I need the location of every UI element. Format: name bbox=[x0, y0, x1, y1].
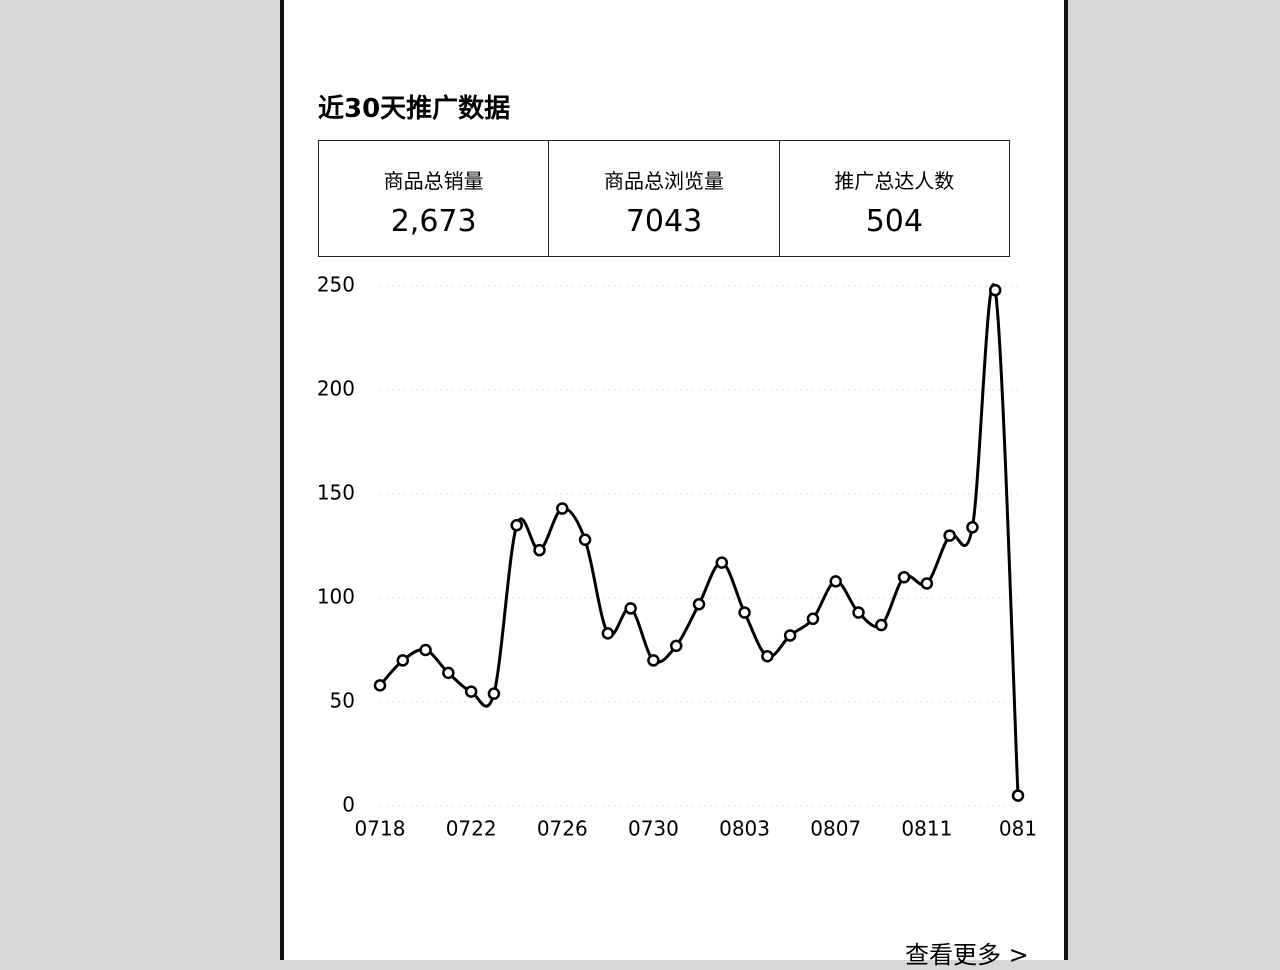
x-tick-label: 0718 bbox=[355, 817, 406, 841]
x-tick-label: 0807 bbox=[810, 817, 861, 841]
point bbox=[692, 597, 706, 611]
stats-panel: 商品总销量 2,673 商品总浏览量 7043 推广总达人数 504 bbox=[318, 140, 1010, 257]
stat-value: 2,673 bbox=[390, 204, 477, 239]
point bbox=[487, 687, 501, 700]
point bbox=[442, 666, 455, 680]
stat: 商品总浏览量 7043 bbox=[549, 141, 780, 256]
point bbox=[875, 618, 888, 632]
y-tick-label: 150 bbox=[317, 481, 355, 505]
point bbox=[1011, 789, 1025, 802]
stat: 推广总达人数 504 bbox=[780, 141, 1009, 256]
point bbox=[669, 639, 683, 653]
x-tick-label: 0730 bbox=[628, 817, 679, 841]
x-tick-label: 0811 bbox=[901, 817, 952, 841]
stat-value: 504 bbox=[865, 204, 923, 239]
section-title: 近30天推广数据 bbox=[318, 94, 511, 124]
point bbox=[988, 283, 1002, 297]
y-tick-label: 50 bbox=[330, 689, 355, 713]
point bbox=[373, 679, 387, 692]
y-tick-label: 100 bbox=[317, 585, 355, 609]
stat-label: 推广总达人数 bbox=[834, 169, 955, 193]
view-more[interactable]: 查看更多 > bbox=[905, 941, 1029, 969]
point bbox=[464, 685, 478, 698]
point bbox=[601, 627, 615, 640]
point bbox=[624, 602, 637, 615]
stat: 商品总销量 2,673 bbox=[319, 141, 550, 256]
line bbox=[378, 283, 1020, 796]
stat-label: 商品总浏览量 bbox=[603, 169, 724, 193]
x-tick-label: 0803 bbox=[719, 817, 770, 841]
point bbox=[829, 575, 842, 588]
x-tick-label: 0722 bbox=[446, 817, 497, 841]
point bbox=[419, 643, 432, 657]
point bbox=[647, 654, 660, 667]
point bbox=[761, 649, 774, 663]
x-tick-label: 0726 bbox=[537, 817, 588, 841]
point bbox=[852, 606, 865, 619]
point bbox=[897, 570, 911, 584]
stat-label: 商品总销量 bbox=[383, 169, 484, 193]
point bbox=[738, 606, 751, 619]
point bbox=[943, 529, 956, 542]
point bbox=[966, 521, 979, 534]
y-tick-label: 0 bbox=[342, 793, 355, 817]
y-tick-label: 250 bbox=[317, 273, 355, 297]
y-tick-label: 200 bbox=[317, 377, 355, 401]
point bbox=[510, 518, 523, 532]
point bbox=[783, 629, 797, 642]
phone-screen bbox=[280, 0, 1068, 960]
point bbox=[715, 556, 729, 569]
stat-value: 7043 bbox=[625, 204, 703, 239]
point bbox=[920, 577, 934, 590]
point bbox=[556, 502, 569, 515]
point bbox=[533, 543, 546, 557]
point bbox=[396, 654, 410, 667]
x-tick-label: 081 bbox=[999, 817, 1037, 841]
point bbox=[578, 533, 592, 547]
point bbox=[806, 612, 820, 626]
